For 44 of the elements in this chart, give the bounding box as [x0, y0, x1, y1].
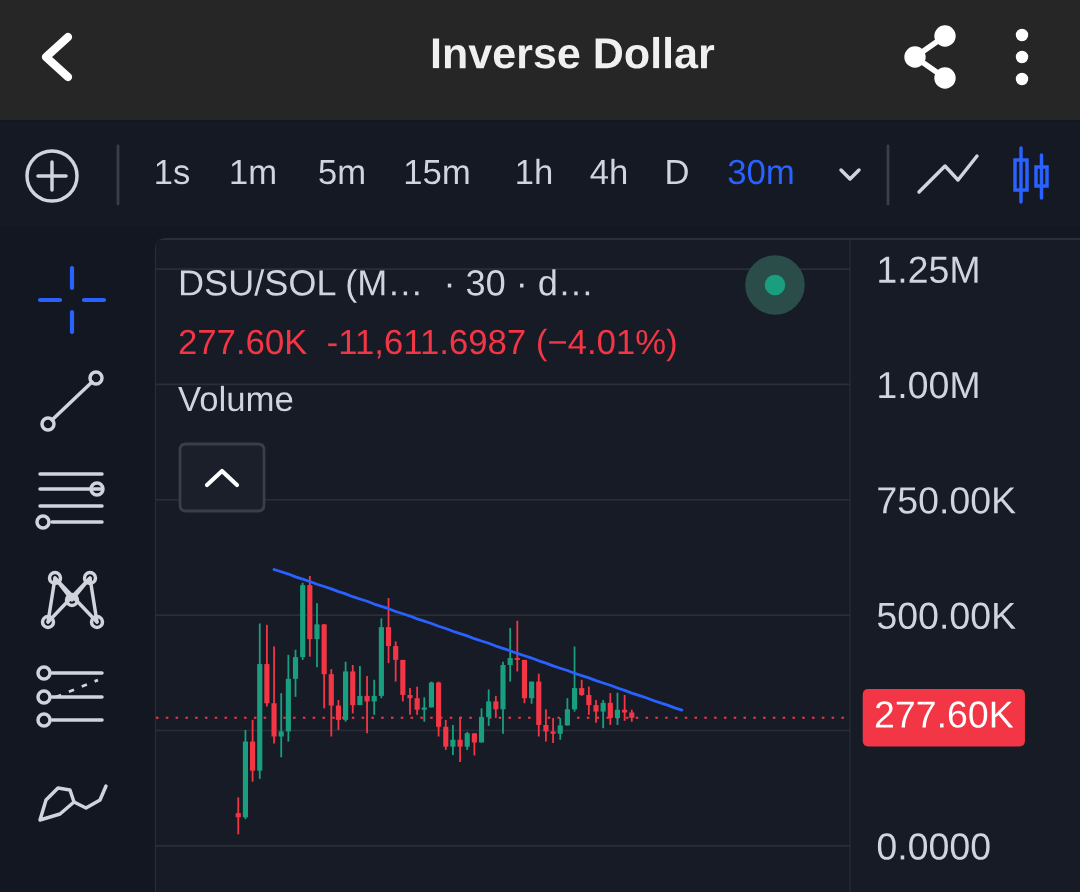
y-tick-label: 1.25M — [879, 256, 978, 284]
candlestick — [550, 717, 556, 744]
text: 1h — [517, 158, 552, 184]
candlestick — [443, 718, 449, 751]
text: 5m — [319, 160, 364, 185]
candlestick — [507, 627, 513, 683]
candlestick — [421, 696, 427, 723]
text: 1s — [156, 160, 190, 185]
candlestick — [292, 648, 299, 698]
y-tick-label: 500.00K — [877, 602, 1016, 630]
chart-title: Inverse Dollar — [432, 36, 715, 69]
candlestick — [393, 640, 399, 683]
candlestick — [493, 694, 499, 719]
text: DSU/SOL (M… · 30 · d… — [180, 269, 590, 303]
candlestick — [514, 619, 520, 673]
text: D — [667, 160, 688, 184]
candlestick — [614, 691, 621, 726]
text: 4h — [590, 158, 627, 184]
y-tick-label: 1.00M — [879, 371, 978, 399]
candlestick — [414, 685, 420, 716]
candlestick — [486, 688, 492, 727]
candlestick — [564, 697, 570, 727]
candlestick — [364, 675, 370, 735]
annotation: 277.60K -11,611.6987 (−4.01%) — [179, 328, 676, 362]
ref-line-label: 277.60K — [875, 701, 1014, 728]
candlestick — [450, 724, 456, 756]
line-series — [272, 568, 684, 712]
text: 1m — [231, 160, 275, 184]
y-tick-label: 750.00K — [878, 487, 1016, 514]
candlestick — [278, 692, 284, 759]
candlestick — [357, 664, 363, 707]
text: 30m — [728, 159, 793, 185]
candlestick — [586, 685, 592, 716]
text: 15m — [405, 160, 469, 185]
candlestick — [600, 699, 606, 730]
y-tick-label: 0.0000 — [877, 833, 990, 860]
candlestick — [407, 687, 413, 716]
annotation: Volume — [178, 385, 293, 412]
candlestick — [557, 717, 563, 741]
candlestick — [385, 597, 392, 665]
candlestick — [571, 645, 578, 713]
candlestick — [471, 732, 477, 757]
candlestick — [235, 796, 241, 836]
candlestick — [314, 602, 320, 669]
